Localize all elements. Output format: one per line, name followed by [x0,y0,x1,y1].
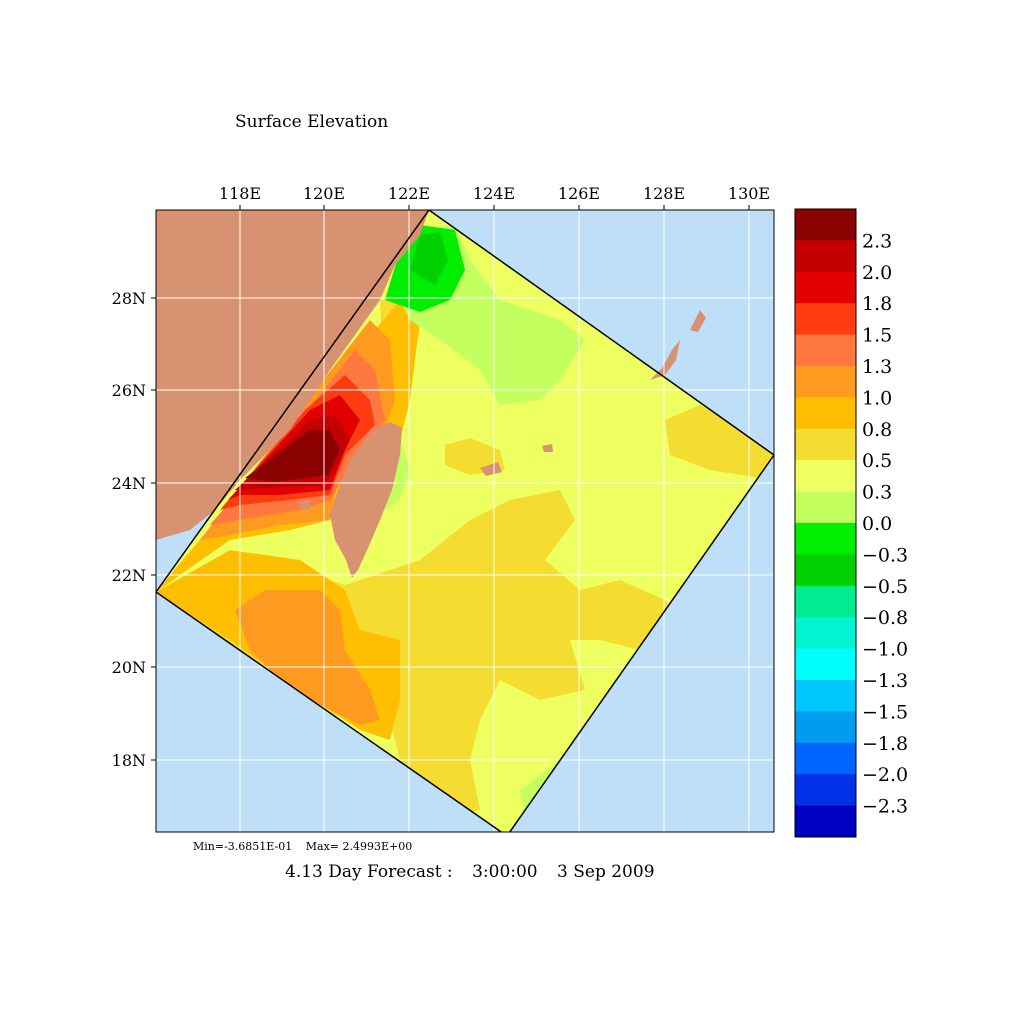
lat-label: 18N [112,751,146,770]
colorbar-swatch [795,805,856,838]
contour-1.0-to-1.3 [235,590,380,725]
contour-neg-0.5-to-neg-0.3 [410,232,448,285]
min-value: Min=-3.6851E-01 [193,840,293,853]
colorbar-label: −1.5 [862,701,908,723]
miyako-islands [542,444,553,452]
lat-label: 26N [112,381,146,400]
colorbar-label: −0.5 [862,576,908,598]
lon-label: 128E [643,184,685,203]
colorbar-label: 2.3 [862,230,892,252]
colorbar-label: −0.8 [862,607,908,629]
colorbar-swatch [795,742,856,775]
plot-title: Surface Elevation [235,112,389,132]
colorbar-labels: 2.3 2.0 1.8 1.5 1.3 1.0 0.8 0.5 0.3 0.0 −0.3 −0.5 −0… [862,230,908,817]
ryukyu-islands [650,340,680,380]
forecast-date: 3 Sep 2009 [557,862,655,882]
lon-label: 130E [728,184,770,203]
colorbar-swatch [795,585,856,618]
graticule [156,210,774,832]
colorbar-swatch [795,774,856,807]
contour-above-2.3 [245,430,340,482]
penghu-islands [298,500,310,510]
colorbar-swatch [795,648,856,681]
model-domain-outline [156,210,774,832]
colorbar-label: −1.3 [862,670,908,692]
colorbar-label: 1.0 [862,387,892,409]
colorbar-swatch [795,366,856,398]
colorbar-label: 1.5 [862,325,892,347]
colorbar-frame [794,208,857,838]
contour-0.5-to-0.8-east [665,405,774,478]
forecast-lead: 4.13 Day Forecast : [285,862,453,882]
colorbar-label: 0.5 [862,450,892,472]
colorbar-swatch [795,523,856,555]
forecast-time: 3:00:00 [472,862,538,882]
colorbar-swatch [795,554,856,587]
min-max-readout: Min=-3.6851E-01 Max= 2.4993E+00 [193,840,422,853]
plot-frame [155,209,775,833]
longitude-labels: 118E 120E 122E 124E 126E 128E 130E [219,184,770,203]
lat-label: 24N [112,474,146,493]
colorbar [794,208,857,838]
colorbar-label: 0.8 [862,419,892,441]
colorbar-label: 2.0 [862,262,892,284]
colorbar-swatch [795,334,856,367]
lon-label: 118E [219,184,261,203]
map-panel [156,210,774,832]
colorbar-swatch [795,271,856,304]
latitude-labels: 28N 26N 24N 22N 20N 18N [112,289,146,770]
colorbar-label: 0.0 [862,513,892,535]
max-value: Max= 2.4993E+00 [305,840,413,853]
lon-label: 122E [388,184,430,203]
lon-label: 126E [558,184,600,203]
colorbar-label: −0.3 [862,544,908,566]
tick-marks [151,205,750,761]
taiwan-island [330,422,402,578]
ryukyu-islands-north [690,310,706,332]
colorbar-swatch [795,680,856,712]
lat-label: 28N [112,289,146,308]
contour-0.0-to-0.3-strait [386,445,410,510]
lon-label: 124E [473,184,515,203]
colorbar-label: −2.0 [862,764,908,786]
colorbar-label: −1.8 [862,733,908,755]
colorbar-swatch [795,303,856,336]
mainland-china [156,210,429,540]
colorbar-swatch [795,397,856,430]
yaeyama-islands [480,462,502,476]
colorbar-swatch [795,209,856,241]
colorbar-swatch [795,460,856,493]
lon-label: 120E [303,184,345,203]
colorbar-swatch [795,428,856,461]
colorbar-label: 1.3 [862,356,892,378]
colorbar-swatch [795,491,856,524]
colorbar-label: 1.8 [862,293,892,315]
lat-label: 20N [112,658,146,677]
colorbar-label: −2.3 [862,796,908,818]
colorbar-swatch [795,240,856,273]
forecast-caption: 4.13 Day Forecast : 3:00:00 3 Sep 2009 [285,862,669,882]
colorbar-label: 0.3 [862,482,892,504]
colorbar-swatch [795,711,856,744]
lat-label: 22N [112,566,146,585]
colorbar-label: −1.0 [862,639,908,661]
colorbar-swatch [795,617,856,650]
